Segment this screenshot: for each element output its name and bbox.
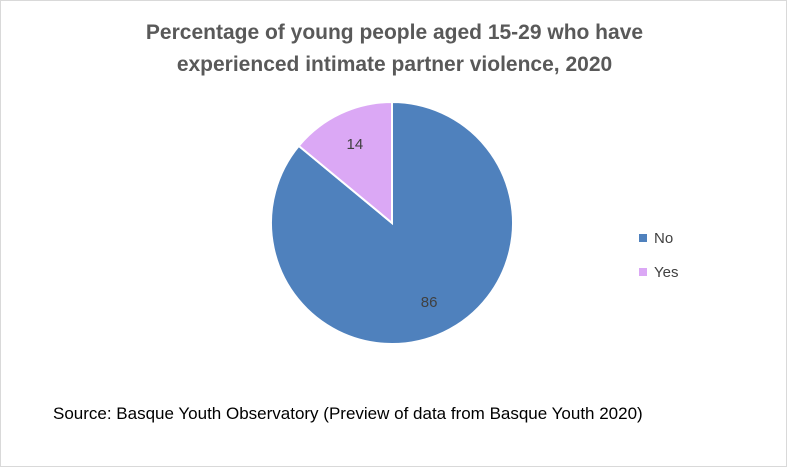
chart-title-line-1: Percentage of young people aged 15-29 wh… — [145, 21, 644, 44]
legend: No Yes — [639, 227, 678, 295]
data-label-no: 86 — [421, 294, 438, 311]
legend-label-no: No — [654, 229, 674, 247]
source-note: Source: Basque Youth Observatory (Previe… — [53, 404, 643, 423]
legend-label-yes: Yes — [654, 263, 679, 281]
legend-item-no: No — [639, 227, 678, 249]
pie-slice-yes — [297, 100, 393, 226]
legend-swatch-yes — [639, 268, 647, 276]
chart-title-line-2: experienced intimate partner violence, 2… — [176, 53, 613, 76]
data-label-yes: 14 — [347, 136, 364, 153]
legend-item-yes: Yes — [639, 261, 678, 283]
legend-swatch-no — [639, 234, 647, 242]
chart-title: Percentage of young people aged 15-29 wh… — [1, 17, 787, 81]
